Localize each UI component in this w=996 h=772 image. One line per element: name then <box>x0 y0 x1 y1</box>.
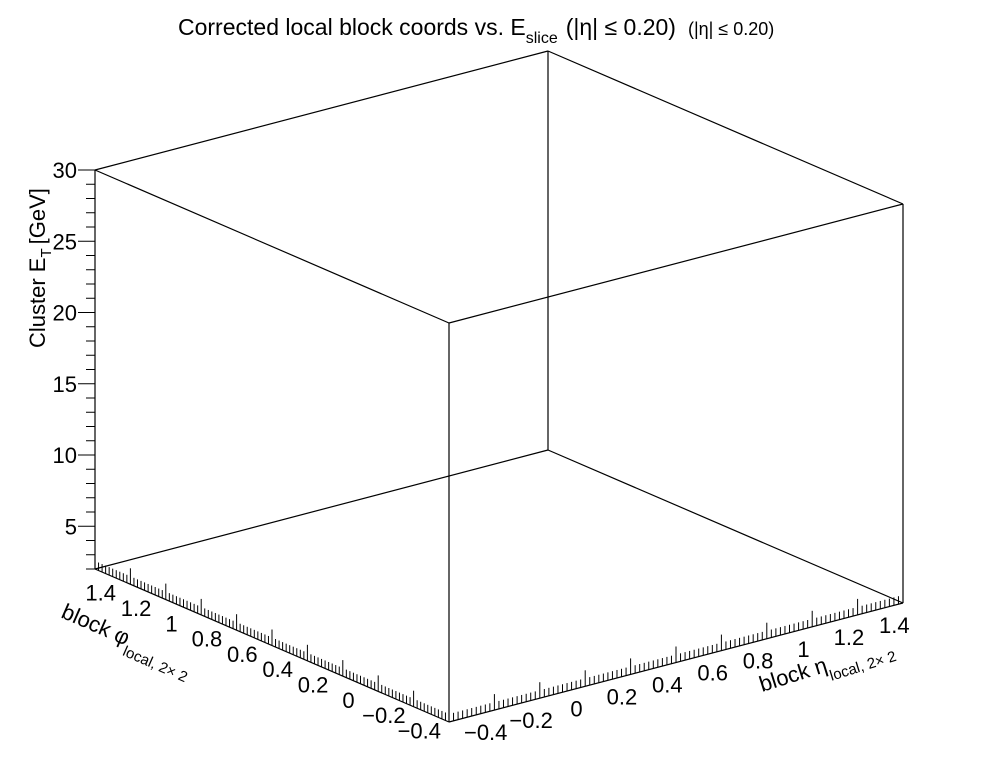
z-axis-label: Cluster ET[GeV] <box>25 188 55 348</box>
box-edge <box>448 203 904 324</box>
box-edge <box>94 449 549 570</box>
x-tick-label: 0.6 <box>697 661 728 686</box>
y-tick-label: 0.6 <box>227 642 258 667</box>
x-tick-label: 1.2 <box>834 625 865 650</box>
chart-title: Corrected local block coords vs. Eslice (… <box>178 14 774 47</box>
z-tick-label: 10 <box>53 443 77 468</box>
x-axis-label: block ηlocal, 2× 2 <box>756 632 898 706</box>
y-tick-label: −0.4 <box>398 718 441 743</box>
x-tick-label: 0.4 <box>652 672 683 697</box>
x-tick-label: 0.8 <box>743 649 774 674</box>
y-tick-label: 0.4 <box>262 657 293 682</box>
frame-box <box>94 50 904 723</box>
x-tick-label: 0.2 <box>607 684 638 709</box>
z-tick-label: 30 <box>53 158 77 183</box>
x-tick-label: 1 <box>797 637 809 662</box>
y-tick-label: 1.2 <box>121 596 152 621</box>
y-tick-label: 1.4 <box>85 581 116 606</box>
x-tick-label: −0.4 <box>464 720 507 745</box>
title-range: (|η| ≤ 0.20) <box>566 14 676 40</box>
title-main: Corrected local block coords vs. E <box>178 14 526 40</box>
y-tick-label: 1 <box>165 611 177 636</box>
title-subscript: slice <box>526 30 558 47</box>
x-tick-label: 1.4 <box>879 613 910 638</box>
x-tick-label: 0 <box>570 696 582 721</box>
y-tick-label: 0.8 <box>192 627 223 652</box>
box-edge <box>547 449 904 604</box>
tick-labels: −0.4 −0.2 0 0.2 0.4 0.6 0.8 1 1.2 1.4−0.4−0.200.2… <box>53 158 910 745</box>
z-tick-label: 20 <box>53 301 77 326</box>
axis-ticks <box>78 169 904 722</box>
x-tick-label: −0.2 <box>509 708 552 733</box>
title-note: (|η| ≤ 0.20) <box>688 19 774 39</box>
y-tick-label: −0.2 <box>362 703 405 728</box>
box-edge <box>94 50 549 171</box>
y-tick-label: 0.2 <box>298 672 329 697</box>
y-tick-label: 0 <box>342 688 354 713</box>
z-tick-label: 25 <box>53 229 77 254</box>
box-edge <box>547 50 904 205</box>
box-edge <box>94 169 450 324</box>
z-tick-label: 5 <box>65 514 77 539</box>
z-tick-label: 15 <box>53 372 77 397</box>
